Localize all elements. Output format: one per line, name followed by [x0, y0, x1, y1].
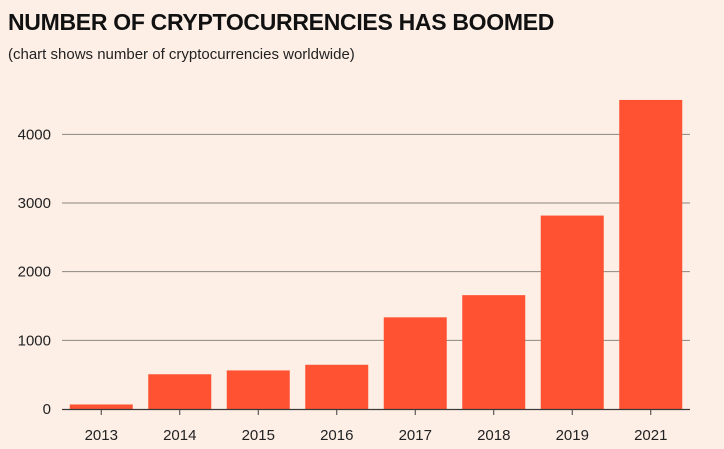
x-tick-label: 2017: [399, 427, 432, 444]
y-tick-label: 0: [43, 401, 51, 418]
x-tick-label: 2013: [85, 427, 118, 444]
bar: [619, 99, 683, 409]
bar: [462, 295, 526, 409]
y-tick-label: 2000: [18, 264, 51, 281]
x-tick-label: 2021: [634, 427, 667, 444]
y-tick-label: 4000: [18, 126, 51, 143]
bar: [383, 317, 447, 409]
bar: [305, 364, 369, 409]
chart-title: NUMBER OF CRYPTOCURRENCIES HAS BOOMED: [8, 9, 555, 35]
bar: [226, 370, 290, 409]
x-tick-label: 2016: [320, 427, 353, 444]
x-tick-label: 2015: [242, 427, 275, 444]
bar: [148, 374, 212, 409]
y-tick-label: 1000: [18, 332, 51, 349]
x-tick-label: 2014: [163, 427, 196, 444]
chart-subtitle: (chart shows number of cryptocurrencies …: [8, 46, 355, 63]
x-tick-label: 2018: [477, 427, 510, 444]
x-tick-label: 2019: [556, 427, 589, 444]
bar: [69, 404, 133, 409]
bar: [540, 215, 604, 409]
y-tick-label: 3000: [18, 195, 51, 212]
